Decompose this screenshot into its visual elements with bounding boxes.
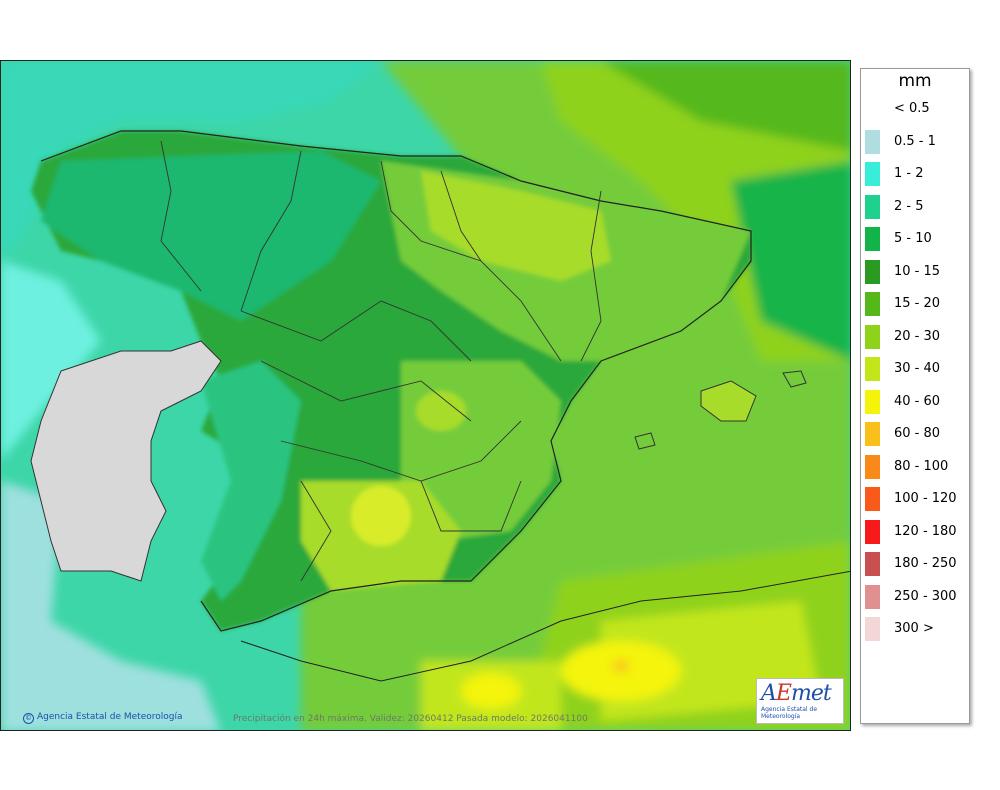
legend-label: < 0.5 bbox=[894, 101, 930, 116]
legend-item: 180 - 250 bbox=[865, 552, 969, 578]
legend-item: 2 - 5 bbox=[865, 194, 969, 221]
aemet-logo-mark: AEmet bbox=[761, 681, 832, 706]
legend-swatch bbox=[865, 194, 880, 219]
legend-label: 250 - 300 bbox=[894, 588, 957, 604]
legend-swatch bbox=[865, 162, 880, 186]
legend-label: 120 - 180 bbox=[894, 523, 957, 539]
legend-item: 15 - 20 bbox=[865, 292, 969, 318]
legend-item: 250 - 300 bbox=[865, 584, 969, 611]
coastline bbox=[40, 130, 752, 632]
legend-swatch bbox=[865, 389, 880, 414]
precipitation-map: © Agencia Estatal de Meteorología Precipi… bbox=[0, 60, 851, 731]
legend-item: 80 - 100 bbox=[865, 454, 969, 481]
legend-item: 40 - 60 bbox=[865, 389, 969, 416]
legend-swatch bbox=[865, 324, 880, 349]
legend-label: 80 - 100 bbox=[894, 458, 949, 474]
legend-label: 100 - 120 bbox=[894, 491, 957, 506]
legend-item: 30 - 40 bbox=[865, 357, 969, 383]
portugal-area bbox=[30, 340, 222, 582]
legend-item: 10 - 15 bbox=[865, 259, 969, 286]
legend-item: 120 - 180 bbox=[865, 519, 969, 546]
legend-label: 60 - 80 bbox=[894, 426, 941, 441]
credit-text: © Agencia Estatal de Meteorología bbox=[23, 712, 183, 724]
legend-swatch bbox=[865, 259, 880, 284]
ibiza bbox=[634, 432, 656, 450]
legend-item: 100 - 120 bbox=[865, 487, 969, 513]
map-canvas bbox=[1, 61, 850, 730]
aemet-logo-subtitle: Agencia Estatal de Meteorología bbox=[761, 706, 818, 720]
legend-label: 300 > bbox=[894, 621, 934, 636]
legend-item: 300 > bbox=[865, 617, 969, 643]
legend-unit: mm bbox=[898, 71, 932, 91]
legend-label: 15 - 20 bbox=[894, 296, 941, 311]
legend-swatch bbox=[865, 487, 880, 511]
legend-label: 10 - 15 bbox=[894, 263, 941, 279]
legend-item: 1 - 2 bbox=[865, 162, 969, 188]
africa-coastline bbox=[240, 570, 850, 682]
credit-label: Agencia Estatal de Meteorología bbox=[37, 712, 183, 722]
region-borders bbox=[160, 140, 602, 582]
legend-item: 60 - 80 bbox=[865, 422, 969, 448]
map-caption: Precipitación en 24h máxima. Validez: 20… bbox=[233, 714, 588, 724]
legend-item: 0.5 - 1 bbox=[865, 129, 969, 156]
legend-label: 180 - 250 bbox=[894, 556, 957, 571]
legend-swatch bbox=[865, 617, 880, 641]
legend-item: < 0.5 bbox=[865, 97, 969, 123]
copyright-icon: © bbox=[23, 713, 34, 724]
legend-label: 30 - 40 bbox=[894, 361, 941, 376]
legend-swatch bbox=[865, 227, 880, 251]
legend-label: 2 - 5 bbox=[894, 198, 924, 214]
legend-swatch bbox=[865, 584, 880, 609]
mallorca bbox=[700, 380, 757, 422]
legend-label: 20 - 30 bbox=[894, 328, 941, 344]
menorca bbox=[782, 370, 807, 388]
legend-label: 40 - 60 bbox=[894, 393, 941, 409]
legend-swatch bbox=[865, 97, 880, 121]
legend-label: 0.5 - 1 bbox=[894, 133, 936, 149]
aemet-logo: AEmet Agencia Estatal de Meteorología bbox=[756, 678, 844, 724]
legend-item: 20 - 30 bbox=[865, 324, 969, 351]
legend-item: 5 - 10 bbox=[865, 227, 969, 253]
precipitation-legend: mm < 0.5 0.5 - 1 1 - 2 2 - 5 5 - 10 10 - 15 15… bbox=[860, 68, 970, 724]
legend-swatch bbox=[865, 552, 880, 576]
legend-label: 5 - 10 bbox=[894, 231, 932, 246]
legend-swatch bbox=[865, 292, 880, 316]
legend-swatch bbox=[865, 454, 880, 479]
legend-swatch bbox=[865, 519, 880, 544]
legend-label: 1 - 2 bbox=[894, 166, 924, 181]
legend-swatch bbox=[865, 422, 880, 446]
legend-swatch bbox=[865, 357, 880, 381]
legend-swatch bbox=[865, 129, 880, 154]
